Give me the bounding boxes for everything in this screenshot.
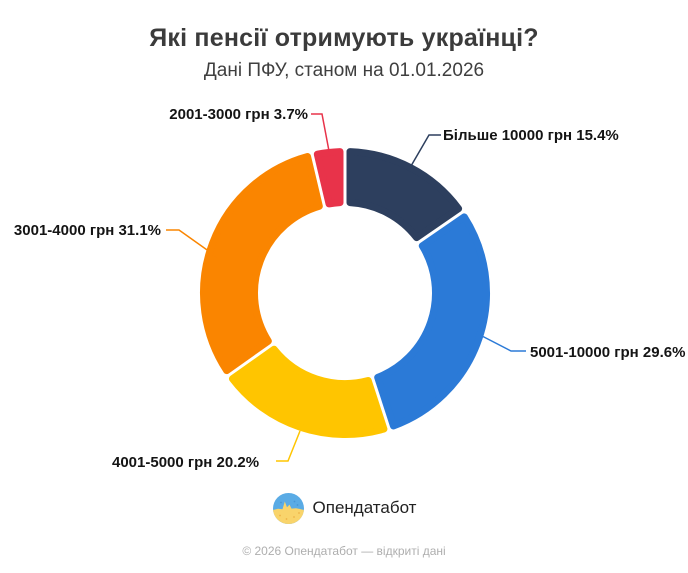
slice-label-3001-4000: 3001-4000 грн 31.1%: [13, 222, 161, 239]
pie-slice-4: [200, 153, 323, 375]
brand-logo-text: Опендатабот: [312, 498, 417, 517]
slice-label-4001-5000: 4001-5000 грн 20.2%: [112, 454, 260, 471]
leader-line-3: [276, 430, 301, 462]
pie-slice-2: [374, 213, 490, 430]
page-title: Які пенсії отримують українці?: [149, 24, 539, 52]
brand-logo: Опендатабот: [0, 491, 688, 525]
leader-line-1: [410, 134, 441, 167]
pie-slice-5: [313, 148, 344, 208]
copyright-text: © 2026 Опендатабот — відкриті дані: [242, 544, 446, 558]
leader-line-5: [311, 113, 330, 152]
slice-label-5001-10000: 5001-10000 грн 29.6%: [530, 344, 686, 361]
pie-slice-1: [346, 148, 463, 242]
leader-line-4: [166, 229, 218, 258]
pie-slice-3: [228, 345, 388, 438]
slice-label-2001-3000: 2001-3000 грн 3.7%: [169, 106, 308, 123]
opendatabot-logo-icon: [272, 492, 304, 524]
page-subtitle: Дані ПФУ, станом на 01.01.2026: [203, 60, 485, 81]
leader-line-2: [481, 335, 526, 352]
slice-label-bilshe-10000: Більше 10000 грн 15.4%: [443, 127, 619, 144]
